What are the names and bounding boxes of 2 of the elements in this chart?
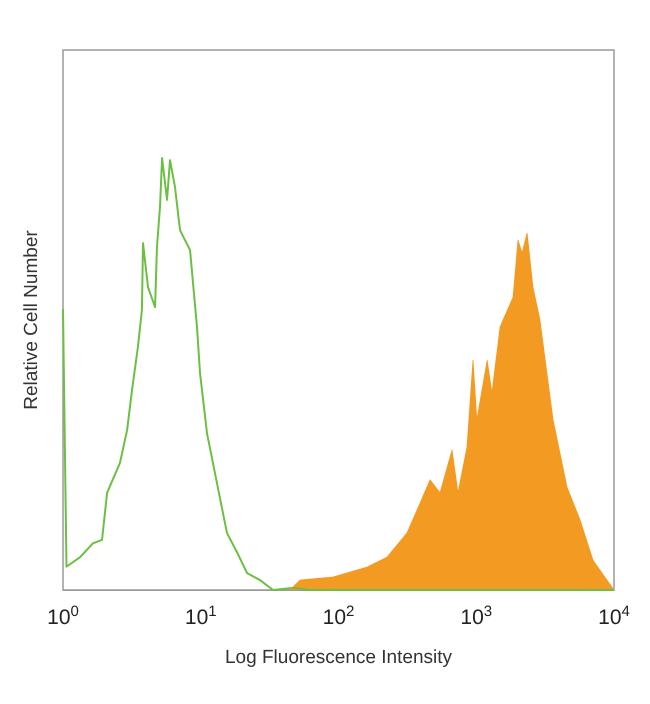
y-axis-title: Relative Cell Number	[21, 230, 42, 410]
x-axis-title: Log Fluorescence Intensity	[224, 647, 453, 668]
